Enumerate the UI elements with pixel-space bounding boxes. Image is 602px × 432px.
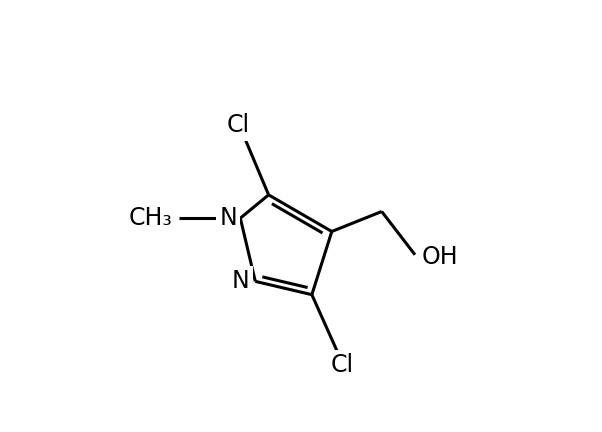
Text: Cl: Cl	[226, 113, 250, 137]
Text: CH₃: CH₃	[129, 206, 173, 230]
Text: Cl: Cl	[330, 353, 353, 377]
Text: N: N	[219, 206, 237, 230]
Text: N: N	[231, 270, 249, 293]
Text: OH: OH	[421, 245, 458, 269]
